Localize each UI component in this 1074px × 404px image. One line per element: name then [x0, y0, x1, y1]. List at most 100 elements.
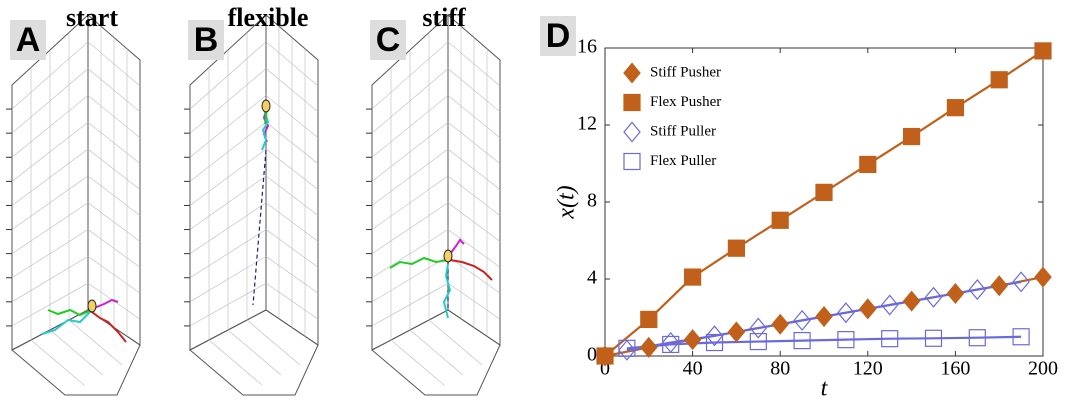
x-tick-label: 160	[940, 358, 970, 380]
filament	[47, 308, 93, 317]
legend-label: Stiff Pusher	[650, 64, 721, 80]
y-axis-label: x(t)	[554, 185, 580, 219]
marker	[618, 339, 636, 361]
marker	[683, 268, 702, 286]
y-tick-label: 16	[577, 36, 597, 58]
marker	[1034, 42, 1052, 60]
marker	[1012, 271, 1030, 293]
x-tick-label: 120	[853, 358, 883, 380]
panel-letter: B	[194, 21, 219, 59]
swimmer-head	[261, 99, 271, 113]
letter-box	[10, 20, 46, 60]
marker	[727, 239, 746, 257]
letter-box	[540, 16, 576, 56]
marker	[640, 310, 658, 329]
trajectory	[252, 149, 267, 306]
x-tick-label: 40	[683, 358, 703, 380]
legend-label: Flex Puller	[650, 153, 716, 169]
filament	[91, 311, 127, 343]
marker	[771, 313, 789, 335]
panel-title: stiff	[422, 3, 466, 32]
filament	[41, 311, 91, 335]
marker	[705, 325, 724, 347]
marker	[618, 339, 636, 357]
marker	[815, 306, 833, 328]
marker	[946, 282, 965, 304]
marker	[749, 332, 767, 351]
marker	[793, 309, 811, 331]
filament	[442, 263, 452, 319]
marker	[902, 290, 921, 312]
filament	[389, 256, 449, 269]
marker	[881, 330, 899, 348]
marker	[924, 329, 943, 347]
y-tick-label: 4	[587, 267, 597, 289]
box-floor	[11, 309, 141, 396]
grid-line	[428, 319, 483, 366]
box-floor	[371, 309, 501, 396]
marker	[727, 321, 746, 343]
y-tick-label: 0	[587, 344, 597, 366]
marker	[968, 279, 987, 301]
grid-line	[30, 339, 85, 386]
grid-line	[68, 319, 123, 366]
legend-label: Flex Pusher	[650, 94, 721, 110]
marker	[662, 335, 680, 354]
grid-line	[227, 329, 282, 376]
letter-box	[188, 20, 224, 60]
marker	[749, 317, 768, 339]
marker	[990, 275, 1008, 297]
swimmer-head	[443, 249, 453, 263]
marker	[837, 302, 855, 324]
marker	[705, 333, 724, 352]
grid-line	[49, 329, 104, 376]
marker	[902, 127, 921, 146]
marker	[771, 211, 789, 229]
marker	[924, 286, 943, 308]
marker	[683, 329, 702, 351]
panel-letter: C	[376, 21, 401, 59]
marker	[1034, 266, 1052, 288]
x-tick-label: 80	[770, 358, 790, 380]
marker	[623, 93, 641, 112]
marker	[990, 71, 1008, 89]
marker	[623, 152, 641, 171]
marker	[880, 294, 899, 316]
x-tick-label: 200	[1028, 358, 1058, 380]
panel-letter: A	[16, 21, 41, 59]
y-tick-label: 12	[577, 113, 597, 135]
grid-line	[208, 339, 263, 386]
panel-letter: D	[546, 17, 571, 55]
marker	[623, 62, 641, 84]
marker	[623, 121, 641, 143]
marker	[859, 155, 877, 174]
grid-line	[246, 319, 301, 366]
filament	[261, 111, 270, 151]
letter-box	[370, 20, 406, 60]
marker	[793, 332, 811, 350]
marker	[968, 329, 986, 347]
marker	[1012, 328, 1030, 346]
marker	[596, 347, 614, 365]
x-tick-label: 0	[600, 358, 610, 380]
grid-line	[409, 329, 464, 376]
marker	[815, 183, 833, 201]
panel-title: start	[66, 3, 118, 32]
marker	[640, 336, 658, 358]
x-axis-label: t	[821, 376, 829, 402]
filament	[449, 238, 465, 255]
swimmer-head	[87, 299, 97, 313]
marker	[837, 331, 855, 349]
filament	[93, 298, 119, 309]
panel-title: flexible	[228, 3, 309, 32]
marker	[859, 298, 877, 320]
legend-label: Stiff Puller	[650, 123, 716, 139]
filament	[449, 259, 493, 281]
y-tick-label: 8	[587, 190, 597, 212]
box-floor	[189, 309, 319, 396]
